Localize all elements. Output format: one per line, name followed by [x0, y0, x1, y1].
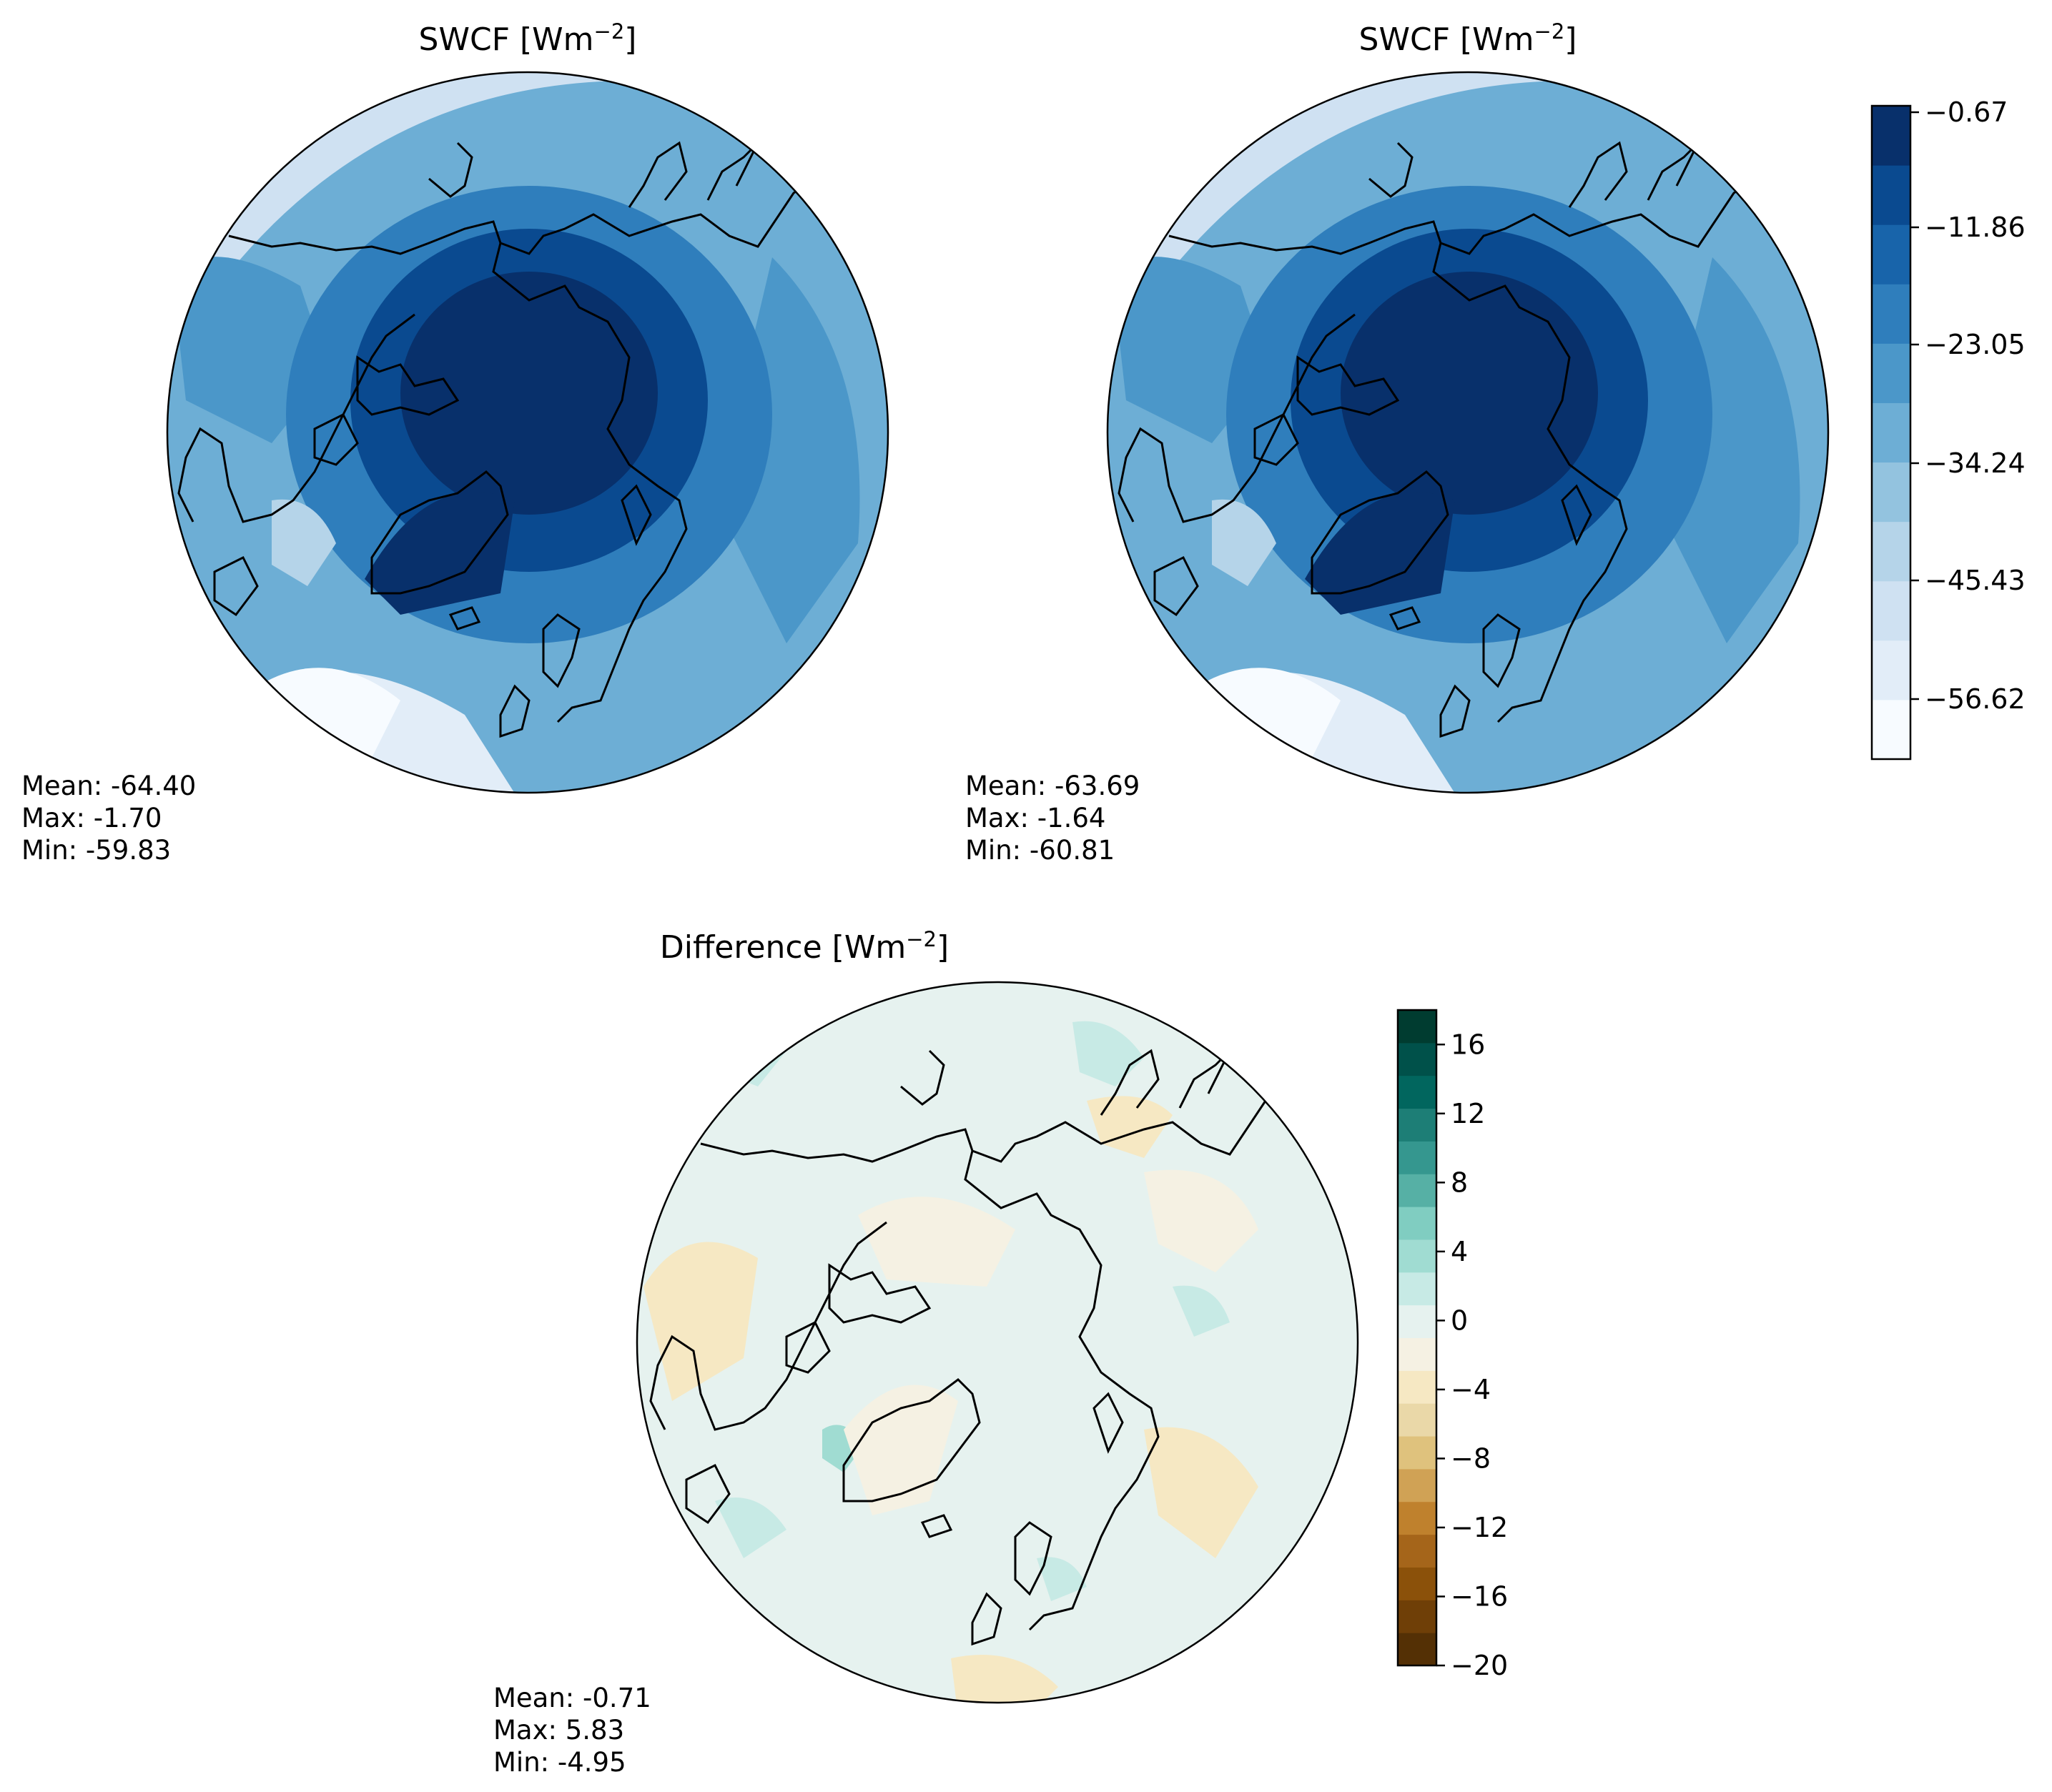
panel-3-min: Min: -4.95 — [493, 1747, 626, 1778]
colorbar-segment — [1398, 1468, 1436, 1503]
panel-2-min: Min: -60.81 — [965, 835, 1115, 866]
colorbar-segment — [1398, 1174, 1436, 1207]
brbg-tick-label: −20 — [1451, 1650, 1508, 1681]
colorbar-segment — [1398, 1305, 1436, 1338]
panel-1-boundary — [166, 71, 889, 794]
colorbar-segment — [1398, 1403, 1436, 1437]
panel-1-coastlines — [177, 141, 830, 738]
colorbar-brbg: 16 12 8 4 0 −4 −8 −12 −16 −20 — [1396, 1009, 1508, 1681]
colorbar-segment — [1398, 1370, 1436, 1404]
colorbar-segment — [1872, 343, 1910, 403]
colorbar-segment — [1872, 521, 1910, 582]
colorbar-segment — [1398, 1239, 1436, 1273]
panel-2-max: Max: -1.64 — [965, 803, 1105, 833]
colorbar-segment — [1398, 1633, 1436, 1666]
blues-tick-label: −0.67 — [1925, 96, 2008, 128]
panel-1-min: Min: -59.83 — [21, 835, 171, 866]
panel-2-boundary — [1106, 71, 1830, 794]
map-panel-2: SWCF [Wm−2] — [965, 19, 1830, 866]
panel-3-coastlines — [649, 1049, 1302, 1646]
colorbar-segment — [1398, 1337, 1436, 1371]
brbg-tick-label: 16 — [1451, 1029, 1485, 1060]
colorbar-segment — [1398, 1534, 1436, 1568]
panel-2-field — [1108, 72, 1828, 793]
panel-2-coastlines — [1118, 141, 1770, 738]
colorbar-outline — [1396, 1009, 1438, 1667]
colorbar-segment — [1398, 1436, 1436, 1470]
brbg-tick-label: −16 — [1451, 1580, 1508, 1612]
colorbar-outline — [1870, 104, 1912, 761]
blues-tick-label: −23.05 — [1925, 329, 2026, 360]
panel-1-title: SWCF [Wm−2] — [419, 19, 637, 58]
colorbar-segment — [1398, 1010, 1436, 1044]
blues-tick-label: −56.62 — [1925, 683, 2026, 715]
colorbar-segment — [1872, 580, 1910, 641]
blues-tick-label: −45.43 — [1925, 565, 2026, 596]
panel-1-mean: Mean: -64.40 — [21, 771, 196, 801]
panel-2-mean: Mean: -63.69 — [965, 771, 1140, 801]
colorbar-segment — [1872, 402, 1910, 463]
panel-1-field — [167, 72, 888, 793]
colorbar-segment — [1398, 1567, 1436, 1600]
brbg-tick-label: −8 — [1451, 1442, 1491, 1474]
map-panel-1: SWCF [Wm−2] — [21, 19, 889, 866]
colorbar-segment — [1398, 1207, 1436, 1240]
colorbar-segment — [1872, 106, 1910, 166]
colorbar-segment — [1398, 1042, 1436, 1076]
brbg-tick-label: 4 — [1451, 1236, 1468, 1267]
panel-3-max: Max: 5.83 — [493, 1715, 624, 1746]
brbg-tick-label: −12 — [1451, 1512, 1508, 1543]
brbg-tick-label: −4 — [1451, 1374, 1491, 1405]
colorbar-segment — [1398, 1075, 1436, 1109]
map-panel-difference: Difference [Wm−2] — [493, 927, 1359, 1778]
panel-2-title: SWCF [Wm−2] — [1359, 19, 1577, 58]
colorbar-segment — [1398, 1501, 1436, 1535]
colorbar-segment — [1872, 165, 1910, 225]
colorbar-segment — [1872, 640, 1910, 701]
colorbar-segment — [1398, 1600, 1436, 1633]
colorbar-segment — [1872, 284, 1910, 344]
panel-3-mean: Mean: -0.71 — [493, 1683, 651, 1713]
colorbar-segment — [1872, 462, 1910, 523]
colorbar-segment — [1398, 1141, 1436, 1174]
colorbar-blues: −0.67 −11.86 −23.05 −34.24 −45.43 −56.62 — [1870, 96, 2026, 761]
panel-3-boundary — [636, 981, 1359, 1704]
blues-tick-label: −34.24 — [1925, 447, 2026, 479]
colorbar-segment — [1872, 699, 1910, 760]
panel-1-max: Max: -1.70 — [21, 803, 162, 833]
colorbar-segment — [1398, 1108, 1436, 1142]
colorbar-segment — [1398, 1272, 1436, 1306]
blues-tick-label: −11.86 — [1925, 212, 2026, 243]
brbg-tick-label: 8 — [1451, 1167, 1468, 1198]
panel-3-title: Difference [Wm−2] — [660, 927, 949, 966]
colorbar-segment — [1872, 224, 1910, 284]
brbg-tick-label: 0 — [1451, 1305, 1468, 1336]
brbg-tick-label: 12 — [1451, 1098, 1485, 1129]
